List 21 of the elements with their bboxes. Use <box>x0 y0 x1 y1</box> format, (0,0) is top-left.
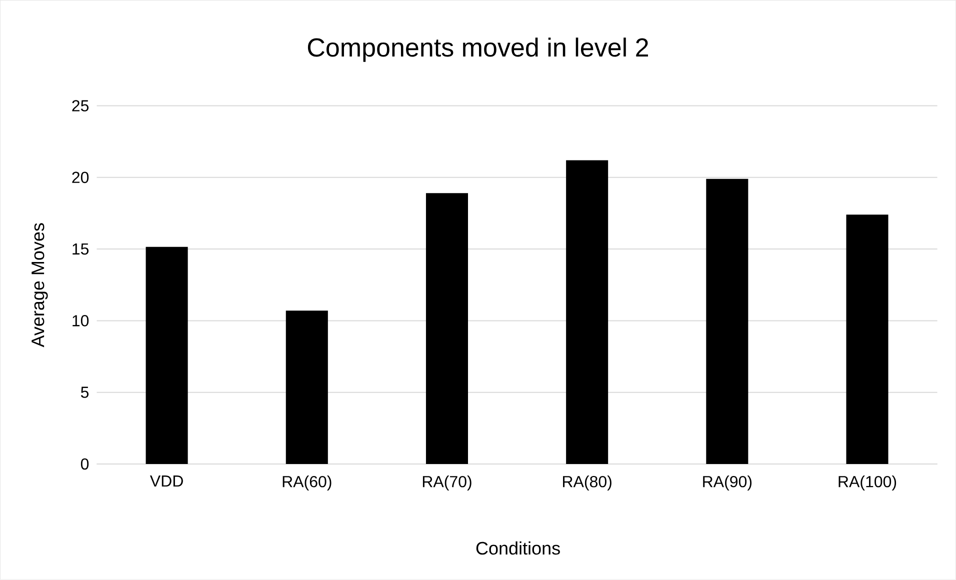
y-tick-label: 0 <box>80 458 89 470</box>
y-axis-title: Average Moves <box>32 223 48 348</box>
bar <box>146 247 188 464</box>
x-tick-label: RA(60) <box>282 476 332 491</box>
x-tick-label: RA(90) <box>703 476 752 491</box>
bar <box>846 214 888 464</box>
bar <box>286 310 328 464</box>
x-tick-label: VDD <box>150 476 183 487</box>
chart-title: Components moved in level 2 <box>308 38 648 62</box>
bar <box>706 178 748 464</box>
x-tick-label: RA(100) <box>838 476 896 491</box>
y-tick-label: 10 <box>72 315 89 326</box>
x-tick-label: RA(70) <box>422 476 472 491</box>
y-tick-label: 5 <box>80 386 89 398</box>
x-axis-title: Conditions <box>476 542 560 555</box>
y-tick-label: 25 <box>72 100 89 112</box>
y-tick-label: 20 <box>72 172 89 184</box>
y-tick-label: 15 <box>72 244 89 255</box>
x-tick-label: RA(80) <box>563 476 612 491</box>
bar <box>566 160 608 464</box>
bar <box>426 193 468 464</box>
